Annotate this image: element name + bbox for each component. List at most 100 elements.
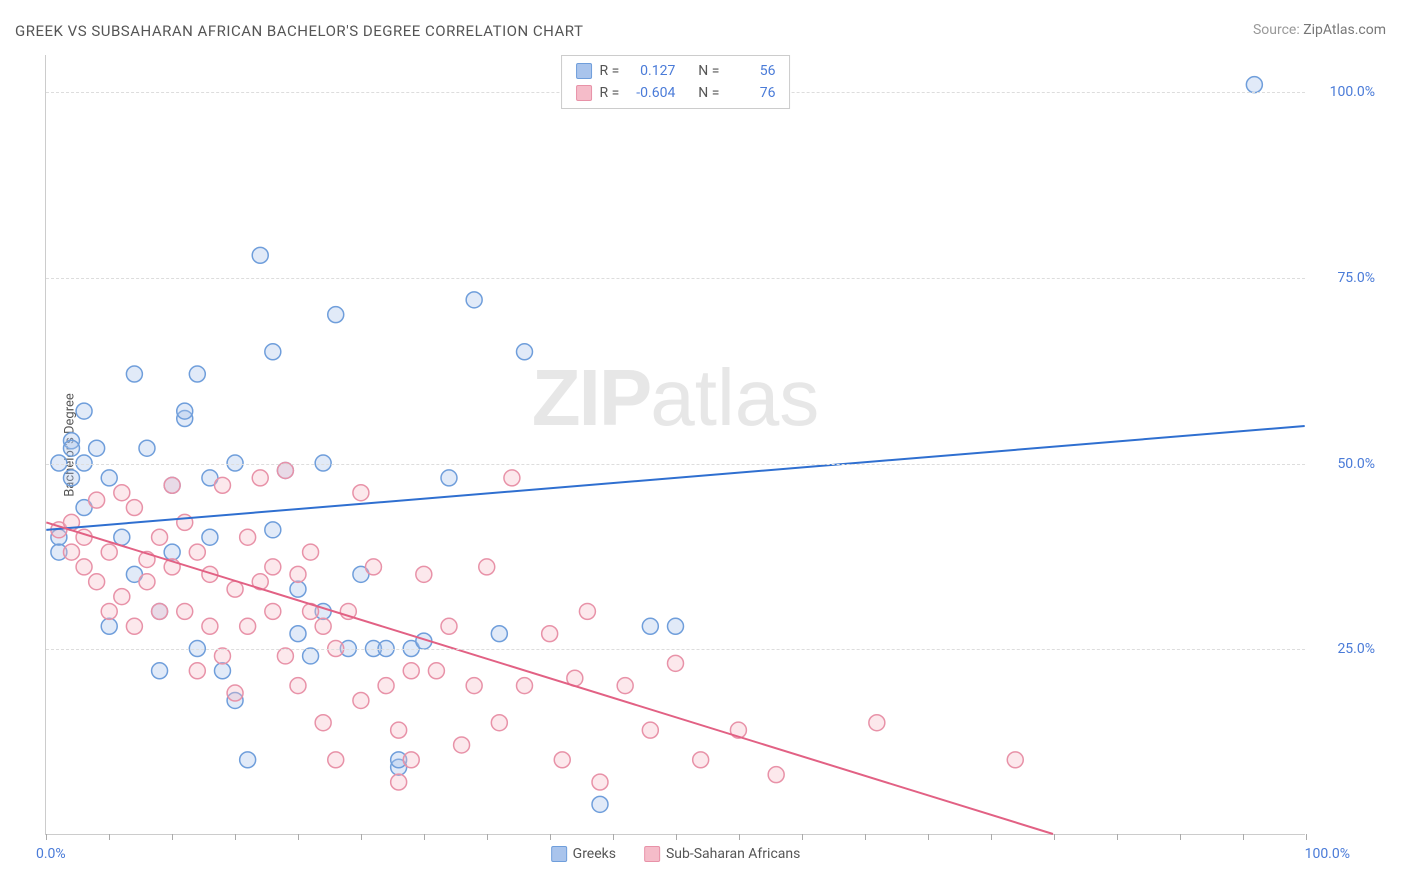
n-label: N = xyxy=(698,60,719,82)
data-point xyxy=(391,722,407,738)
data-point xyxy=(265,559,281,575)
swatch-subsaharan-icon xyxy=(644,846,660,862)
data-point xyxy=(252,470,268,486)
data-point xyxy=(554,752,570,768)
data-point xyxy=(152,663,168,679)
data-point xyxy=(152,603,168,619)
data-point xyxy=(265,522,281,538)
data-point xyxy=(491,715,507,731)
data-point xyxy=(101,470,117,486)
data-point xyxy=(517,344,533,360)
r-value-subsaharan: -0.604 xyxy=(627,82,675,104)
legend-item-subsaharan: Sub-Saharan Africans xyxy=(644,846,800,862)
swatch-greeks xyxy=(576,63,592,79)
data-point xyxy=(240,752,256,768)
legend-row-subsaharan: R = -0.604 N = 76 xyxy=(576,82,776,104)
source-attribution: Source: ZipAtlas.com xyxy=(1253,22,1386,38)
x-tick xyxy=(424,834,425,840)
x-axis-max-label: 100.0% xyxy=(1305,846,1350,862)
data-point xyxy=(303,648,319,664)
data-point xyxy=(177,514,193,530)
data-point xyxy=(617,678,633,694)
data-point xyxy=(391,774,407,790)
x-tick xyxy=(298,834,299,840)
data-point xyxy=(290,566,306,582)
data-point xyxy=(76,403,92,419)
swatch-greeks-icon xyxy=(551,846,567,862)
data-point xyxy=(63,440,79,456)
data-point xyxy=(89,574,105,590)
data-point xyxy=(441,470,457,486)
data-point xyxy=(428,663,444,679)
data-point xyxy=(466,678,482,694)
data-point xyxy=(189,544,205,560)
gridline xyxy=(46,649,1305,650)
data-point xyxy=(668,618,684,634)
data-point xyxy=(126,618,142,634)
data-point xyxy=(189,366,205,382)
data-point xyxy=(177,603,193,619)
data-point xyxy=(441,618,457,634)
x-tick xyxy=(46,834,47,840)
data-point xyxy=(290,626,306,642)
x-tick xyxy=(928,834,929,840)
data-point xyxy=(869,715,885,731)
gridline xyxy=(46,464,1305,465)
data-point xyxy=(126,500,142,516)
data-point xyxy=(139,574,155,590)
data-point xyxy=(63,470,79,486)
data-point xyxy=(579,603,595,619)
correlation-legend: R = 0.127 N = 56 R = -0.604 N = 76 xyxy=(561,55,791,109)
x-tick xyxy=(1054,834,1055,840)
x-tick xyxy=(739,834,740,840)
source-value: ZipAtlas.com xyxy=(1303,22,1386,38)
data-point xyxy=(353,692,369,708)
x-tick xyxy=(991,834,992,840)
data-point xyxy=(89,492,105,508)
data-point xyxy=(303,544,319,560)
data-point xyxy=(126,366,142,382)
data-point xyxy=(403,663,419,679)
data-point xyxy=(479,559,495,575)
x-tick xyxy=(1243,834,1244,840)
data-point xyxy=(403,752,419,768)
data-point xyxy=(227,685,243,701)
data-point xyxy=(240,529,256,545)
data-point xyxy=(315,715,331,731)
data-point xyxy=(517,678,533,694)
data-point xyxy=(265,344,281,360)
data-point xyxy=(76,559,92,575)
data-point xyxy=(642,722,658,738)
data-point xyxy=(768,767,784,783)
data-point xyxy=(214,648,230,664)
data-point xyxy=(214,477,230,493)
x-tick xyxy=(172,834,173,840)
data-point xyxy=(189,663,205,679)
y-tick-label: 50.0% xyxy=(1337,456,1375,472)
data-point xyxy=(1007,752,1023,768)
data-point xyxy=(668,655,684,671)
plot-area: Bachelor's Degree ZIPatlas R = 0.127 N =… xyxy=(45,55,1305,835)
r-value-greeks: 0.127 xyxy=(627,60,675,82)
y-tick-label: 25.0% xyxy=(1337,641,1375,657)
legend-item-greeks: Greeks xyxy=(551,846,616,862)
n-value-greeks: 56 xyxy=(727,60,775,82)
x-tick xyxy=(487,834,488,840)
x-tick xyxy=(1306,834,1307,840)
r-label: R = xyxy=(600,60,620,82)
data-point xyxy=(592,774,608,790)
data-point xyxy=(101,544,117,560)
x-tick xyxy=(1117,834,1118,840)
data-point xyxy=(89,440,105,456)
data-point xyxy=(114,589,130,605)
trend-line xyxy=(46,426,1304,530)
data-point xyxy=(491,626,507,642)
scatter-svg xyxy=(46,55,1305,834)
data-point xyxy=(114,529,130,545)
data-point xyxy=(101,603,117,619)
data-point xyxy=(114,485,130,501)
chart-container: GREEK VS SUBSAHARAN AFRICAN BACHELOR'S D… xyxy=(0,0,1406,892)
data-point xyxy=(265,603,281,619)
data-point xyxy=(290,678,306,694)
data-point xyxy=(252,247,268,263)
